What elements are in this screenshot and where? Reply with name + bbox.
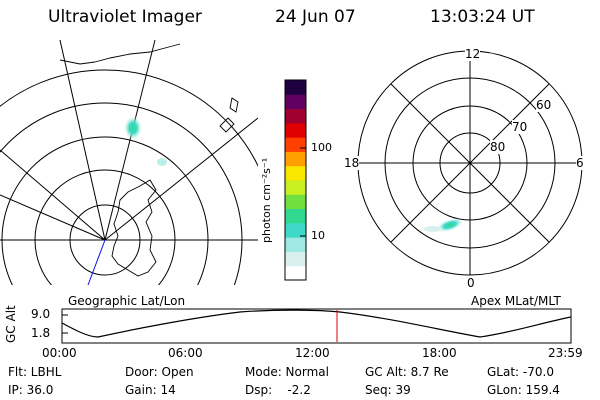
colorbar-swatch: [285, 237, 306, 252]
info-glat: GLat: -70.0: [487, 365, 554, 379]
mlat-label-70: 70: [512, 120, 528, 134]
mlat-label-80: 80: [490, 140, 506, 154]
info-gain: Gain: 14: [125, 383, 176, 397]
info-ip: IP: 36.0: [8, 383, 54, 397]
info-door: Door: Open: [125, 365, 194, 379]
info-seq: Seq: 39: [365, 383, 411, 397]
colorbar-swatch: [285, 94, 306, 110]
colorbar-unit-label: photon cm⁻²s⁻¹: [260, 157, 273, 243]
strip-xtick-1800: 18:00: [422, 346, 457, 360]
colorbar-swatch: [285, 108, 306, 124]
info-dsp: Dsp: -2.2: [245, 383, 311, 397]
colorbar-swatch: [285, 194, 306, 210]
colorbar-swatch: [285, 222, 306, 238]
strip-xtick-0000: 00:00: [42, 346, 77, 360]
time-label: 13:03:24 UT: [430, 7, 535, 27]
colorbar-swatch: [285, 122, 306, 138]
coastline-north: [59, 43, 181, 65]
coastline: [111, 179, 157, 277]
strip-xtick-0600: 06:00: [168, 346, 203, 360]
instrument-title: Ultraviolet Imager: [48, 7, 202, 27]
colorbar-swatch: [285, 137, 306, 152]
strip-ytick-9: 9.0: [31, 307, 51, 321]
colorbar-swatch: [285, 151, 306, 167]
mlt-label-18: 18: [344, 156, 360, 170]
info-mode: Mode: Normal: [245, 365, 329, 379]
date-label: 24 Jun 07: [275, 7, 356, 27]
colorbar-swatch: [285, 180, 306, 195]
strip-xtick-2359: 23:59: [548, 346, 583, 360]
aurora-emission-polar: [436, 217, 464, 233]
strip-xtick-1200: 12:00: [295, 346, 330, 360]
mlat-label-60: 60: [536, 98, 552, 112]
aurora-emission: [124, 116, 142, 140]
colorbar: [284, 79, 307, 281]
altitude-curve: [61, 309, 572, 338]
colorbar-tick-10: 10: [311, 229, 325, 242]
colorbar-swatch: [285, 208, 306, 224]
island: [219, 97, 239, 133]
strip-axis-title: GC Alt: [4, 305, 18, 343]
colorbar-swatch: [285, 80, 306, 95]
colorbar-swatch: [285, 165, 306, 181]
orbit-strip: [61, 308, 572, 344]
colorbar-swatch: [285, 251, 306, 267]
mlt-label-6: 6: [576, 156, 584, 170]
polar-caption: Apex MLat/MLT: [471, 294, 561, 308]
strip-ytick-1.8: 1.8: [31, 326, 51, 340]
satellite-track: [87, 239, 106, 285]
info-glon: GLon: 159.4: [487, 383, 560, 397]
mlt-label-12: 12: [465, 47, 481, 61]
geo-caption: Geographic Lat/Lon: [68, 294, 186, 308]
mlt-label-0: 0: [467, 276, 475, 290]
info-filter: Flt: LBHL: [8, 365, 62, 379]
polar-plot: [357, 50, 583, 276]
colorbar-tick-100: 100: [311, 141, 332, 154]
geographic-map: [0, 40, 258, 285]
info-gc-alt: GC Alt: 8.7 Re: [365, 365, 449, 379]
colorbar-swatch: [285, 265, 306, 281]
